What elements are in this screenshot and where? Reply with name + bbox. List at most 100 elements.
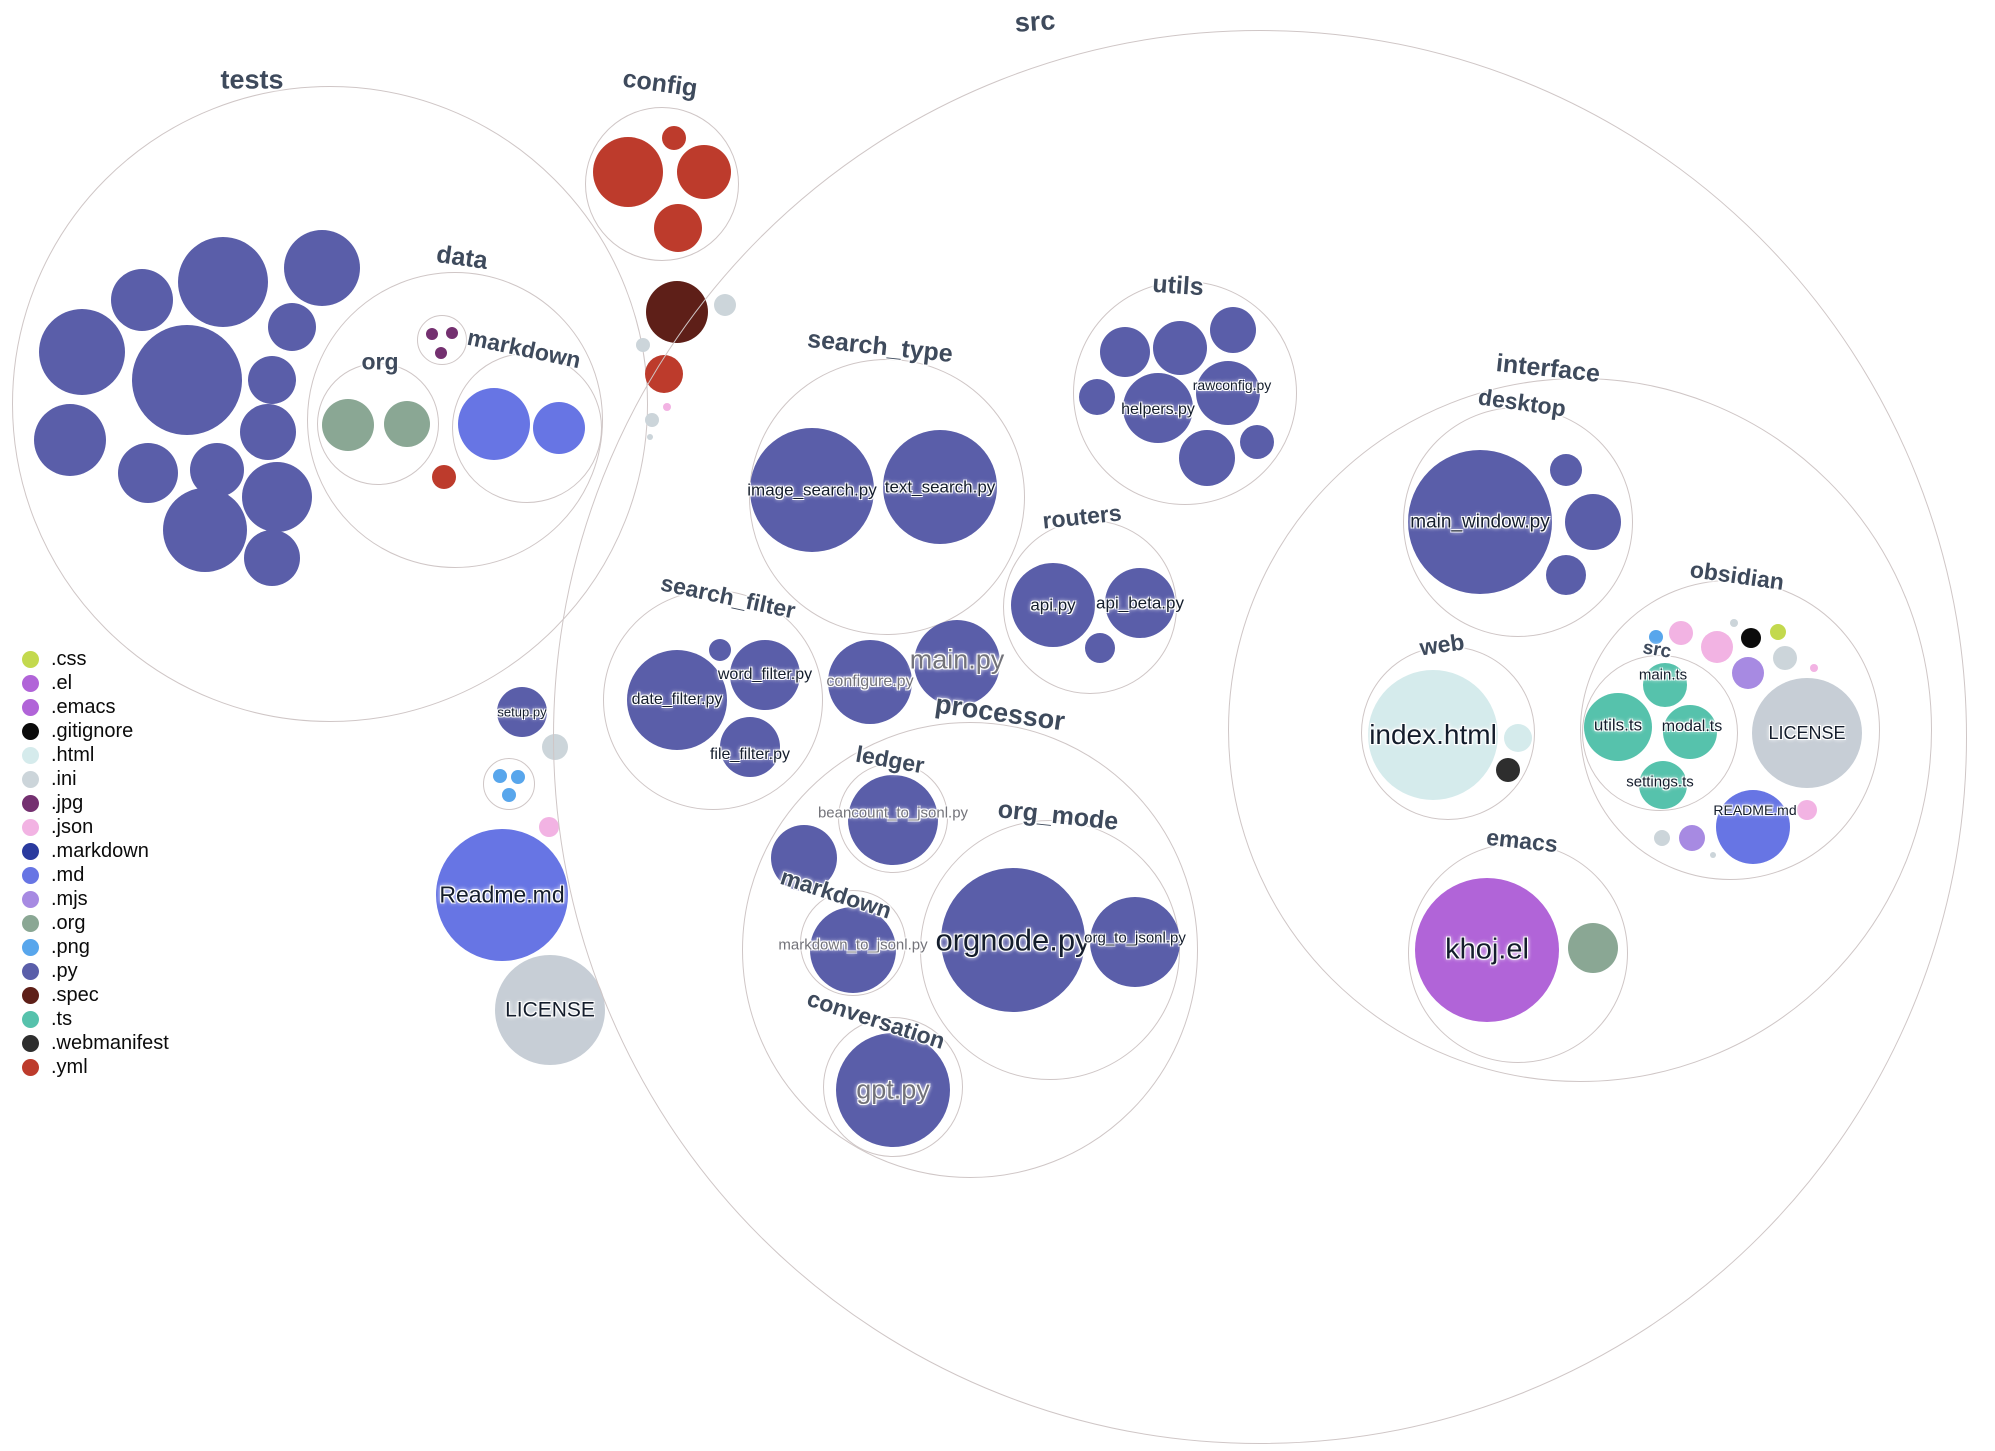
utils-py-3-file-circle [1210, 307, 1256, 353]
utils-py-2-file-circle [1153, 321, 1207, 375]
dir-config-label: config [620, 64, 700, 103]
config-yml-3-file-circle [677, 145, 731, 199]
file-extension-legend: .css .el .emacs .gitignore .html .ini .jpg .jso… [22, 648, 169, 1082]
obsidian-mjs-2-file-circle [1679, 825, 1705, 851]
obsidian-json-1-file-circle [1669, 621, 1693, 645]
legend-item: .org [22, 912, 169, 934]
word-filter-py-label: word_filter.py [717, 666, 813, 683]
legend-swatch-css-icon [22, 651, 39, 668]
root-png-3-file-circle [502, 788, 516, 802]
legend-label: .jpg [51, 792, 84, 814]
main-py-label: main.py [909, 644, 1005, 675]
helpers-py-label: helpers.py [1121, 401, 1195, 418]
configure-py-file-circle [828, 640, 912, 724]
processor-py-small-file-circle [771, 825, 837, 891]
data-jpg-1-file-circle [426, 328, 438, 340]
tests-py-8-file-circle [34, 404, 106, 476]
legend-swatch-html-icon [22, 747, 39, 764]
dir-data-markdown-directory-circle [452, 353, 602, 503]
dir-config-directory-circle [585, 107, 739, 261]
api-beta-py-label: api_beta.py [1096, 593, 1184, 613]
dir-src-directory-circle [553, 30, 1967, 1444]
beancount-to-jsonl-py-label: beancount_to_jsonl.py [817, 804, 969, 822]
tests-py-13-file-circle [163, 488, 247, 572]
date-filter-py-file-circle [627, 650, 727, 750]
markdown-to-jsonl-py-label: markdown_to_jsonl.py [778, 936, 928, 954]
data-org-1-file-circle [322, 399, 374, 451]
dir-data-jpg-directory-circle [417, 315, 467, 365]
beancount-to-jsonl-py-file-circle [848, 775, 938, 865]
text-search-py-label: text_search.py [884, 477, 996, 497]
obsidian-ini-4-file-circle [1710, 852, 1716, 858]
modal-ts-label: modal.ts [1661, 718, 1723, 735]
root-readme-md-label: Readme.md [439, 881, 565, 908]
legend-item: .css [22, 648, 169, 670]
legend-item: .yml [22, 1056, 169, 1078]
legend-label: .el [51, 672, 73, 694]
legend-label: .markdown [51, 840, 149, 862]
dir-web-label: web [1417, 628, 1466, 661]
legend-label: .ini [51, 768, 77, 790]
legend-item: .md [22, 864, 169, 886]
tests-py-7-file-circle [248, 356, 296, 404]
legend-swatch-spec-icon [22, 987, 39, 1004]
root-png-1-file-circle [493, 769, 507, 783]
desktop-py-1-file-circle [1550, 454, 1582, 486]
dir-proc-markdown-directory-circle [800, 890, 906, 996]
legend-item: .json [22, 816, 169, 838]
configure-py-label: configure.py [826, 673, 914, 690]
legend-swatch-webmanifest-icon [22, 1035, 39, 1052]
legend-item: .png [22, 936, 169, 958]
legend-item: .py [22, 960, 169, 982]
routers-py-small-file-circle [1085, 633, 1115, 663]
word-filter-py-file-circle [730, 640, 800, 710]
data-org-2-file-circle [384, 401, 430, 447]
data-jpg-3-file-circle [435, 347, 447, 359]
legend-label: .yml [51, 1056, 88, 1078]
legend-swatch-emacs-icon [22, 699, 39, 716]
dir-data-directory-circle [307, 272, 603, 568]
legend-label: .gitignore [51, 720, 134, 742]
legend-label: .emacs [51, 696, 116, 718]
root-license-label: LICENSE [505, 998, 595, 1022]
dir-utils-directory-circle [1073, 281, 1297, 505]
legend-swatch-el-icon [22, 675, 39, 692]
dir-utils-label: utils [1151, 269, 1205, 302]
legend-swatch-markdown-icon [22, 843, 39, 860]
utils-ts-label: utils.ts [1593, 715, 1643, 735]
obsidian-json-4-file-circle [1797, 800, 1817, 820]
org-to-jsonl-py-label: org_to_jsonl.py [1084, 929, 1186, 947]
legend-item: .emacs [22, 696, 169, 718]
root-setup-py-label: setup.py [497, 704, 547, 720]
tests-py-2-file-circle [284, 230, 360, 306]
dir-processor-directory-circle [742, 722, 1198, 1178]
dir-ledger-directory-circle [838, 763, 948, 873]
obsidian-license-label: LICENSE [1768, 723, 1846, 743]
text-search-py-file-circle [883, 430, 997, 544]
legend-swatch-md-icon [22, 867, 39, 884]
dir-search-type-directory-circle [749, 359, 1025, 635]
legend-swatch-org-icon [22, 915, 39, 932]
obsidian-css-file-circle [1770, 624, 1786, 640]
markdown-to-jsonl-py-file-circle [810, 907, 896, 993]
khoj-el-label: khoj.el [1445, 933, 1529, 966]
gpt-py-label: gpt.py [856, 1074, 930, 1105]
legend-label: .spec [51, 984, 99, 1006]
root-png-2-file-circle [511, 770, 525, 784]
config-yml-4-file-circle [654, 204, 702, 252]
dir-obsidian-src-label: src [1641, 637, 1673, 663]
web-webmanifest-file-circle [1496, 758, 1520, 782]
legend-item: .webmanifest [22, 1032, 169, 1054]
dir-desktop-directory-circle [1403, 407, 1633, 637]
legend-swatch-gitignore-icon [22, 723, 39, 740]
tests-py-10-file-circle [118, 443, 178, 503]
utils-ts-file-circle [1584, 693, 1652, 761]
dir-routers-directory-circle [1003, 520, 1177, 694]
legend-item: .markdown [22, 840, 169, 862]
config-yml-1-file-circle [593, 137, 663, 207]
obsidian-readme-md-file-circle [1716, 790, 1790, 864]
dir-src-label: src [1013, 5, 1057, 38]
legend-swatch-json-icon [22, 819, 39, 836]
dir-tests-label: tests [220, 64, 284, 95]
